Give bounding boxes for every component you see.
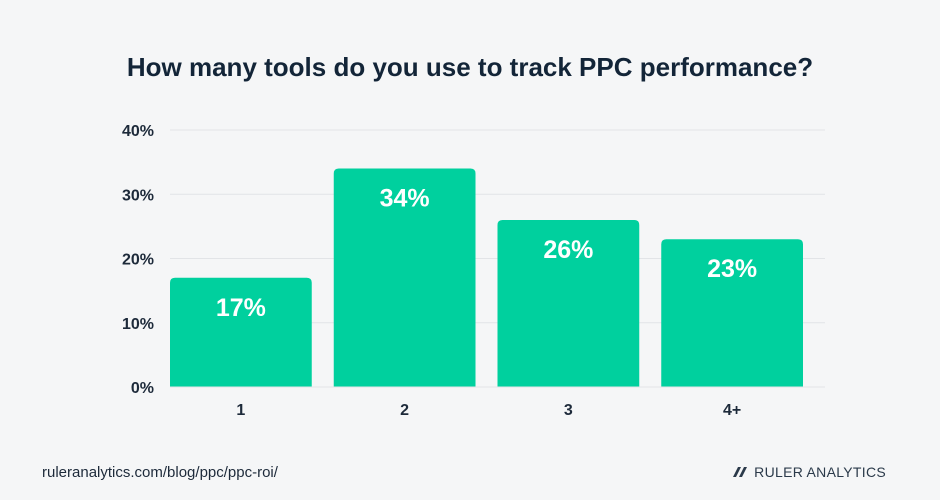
y-tick-label: 0% — [131, 380, 154, 397]
x-tick-label: 2 — [400, 402, 409, 419]
chart-title: How many tools do you use to track PPC p… — [126, 52, 814, 82]
y-tick-label: 30% — [122, 187, 154, 204]
bar — [333, 168, 476, 387]
bar — [170, 277, 312, 387]
bar-value-label: 23% — [707, 255, 757, 283]
bar — [497, 219, 640, 387]
bar-chart: 0% 10% 20% 30% 40% 17% 1 34% 2 26% 3 23% 4+ — [122, 123, 825, 419]
bar-value-label: 34% — [380, 185, 430, 213]
brand-name: RULER ANALYTICS — [754, 464, 886, 480]
x-tick-label: 3 — [564, 402, 573, 419]
x-tick-label: 4+ — [723, 402, 741, 419]
bar — [661, 239, 803, 387]
source-url: ruleranalytics.com/blog/ppc/ppc-roi/ — [42, 464, 278, 481]
y-tick-label: 20% — [122, 252, 154, 269]
y-tick-label: 10% — [122, 316, 154, 333]
bar-value-label: 17% — [216, 294, 266, 322]
ruler-logo-icon — [732, 466, 748, 478]
bar-value-label: 26% — [543, 236, 593, 264]
x-tick-label: 1 — [236, 402, 245, 419]
brand: RULER ANALYTICS — [732, 464, 886, 480]
y-tick-label: 40% — [122, 123, 154, 140]
